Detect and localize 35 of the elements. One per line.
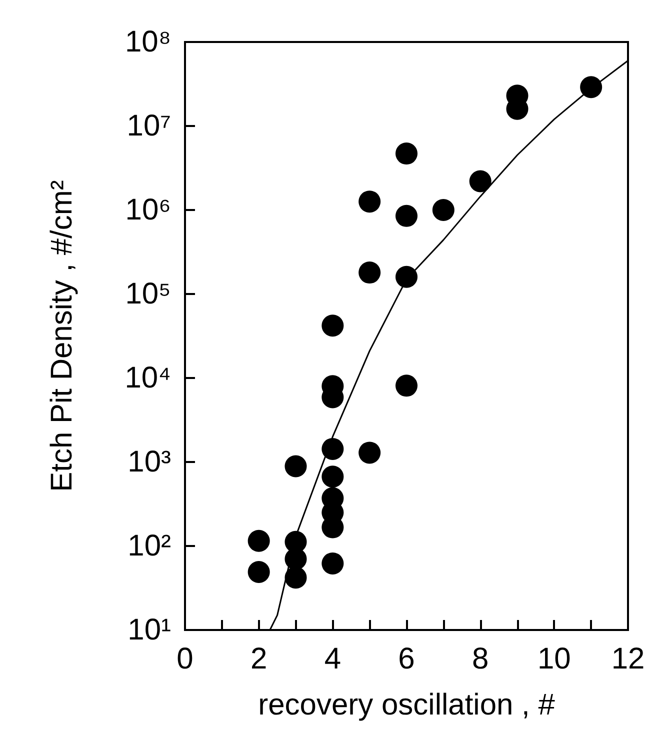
point (322, 552, 344, 574)
y-axis-title: Etch Pit Density , #/cm² (46, 180, 78, 492)
point (396, 142, 418, 165)
point (432, 199, 454, 221)
x-tick-label: 2 (250, 642, 268, 676)
point (284, 566, 307, 589)
point (580, 76, 602, 98)
point (322, 314, 344, 337)
point (322, 438, 344, 460)
point (322, 466, 344, 488)
point (396, 204, 418, 227)
y-tick-label: 10⁶ (125, 194, 171, 226)
x-tick-label: 8 (472, 642, 489, 676)
point (469, 170, 492, 192)
point (358, 262, 381, 284)
point (396, 266, 418, 288)
point (358, 442, 381, 464)
point (248, 530, 270, 552)
x-tick-label: 10 (537, 642, 571, 676)
y-tick-label: 10⁴ (124, 362, 171, 394)
point (358, 190, 381, 213)
y-tick-label: 10² (128, 530, 172, 562)
y-tick-label: 10¹ (128, 614, 172, 646)
x-tick-label: 6 (398, 642, 415, 676)
x-tick-label: 12 (611, 642, 645, 676)
y-tick-label: 10⁵ (125, 278, 171, 310)
y-tick-label: 10⁸ (124, 26, 171, 58)
x-axis-title: recovery oscillation , # (258, 688, 556, 722)
x-tick-label: 0 (176, 642, 194, 676)
y-tick-label: 10³ (128, 446, 172, 478)
point (396, 374, 418, 397)
point (284, 455, 307, 478)
x-tick-label: 4 (324, 642, 342, 676)
y-tick-label: 10⁷ (126, 110, 171, 142)
point (248, 561, 270, 584)
